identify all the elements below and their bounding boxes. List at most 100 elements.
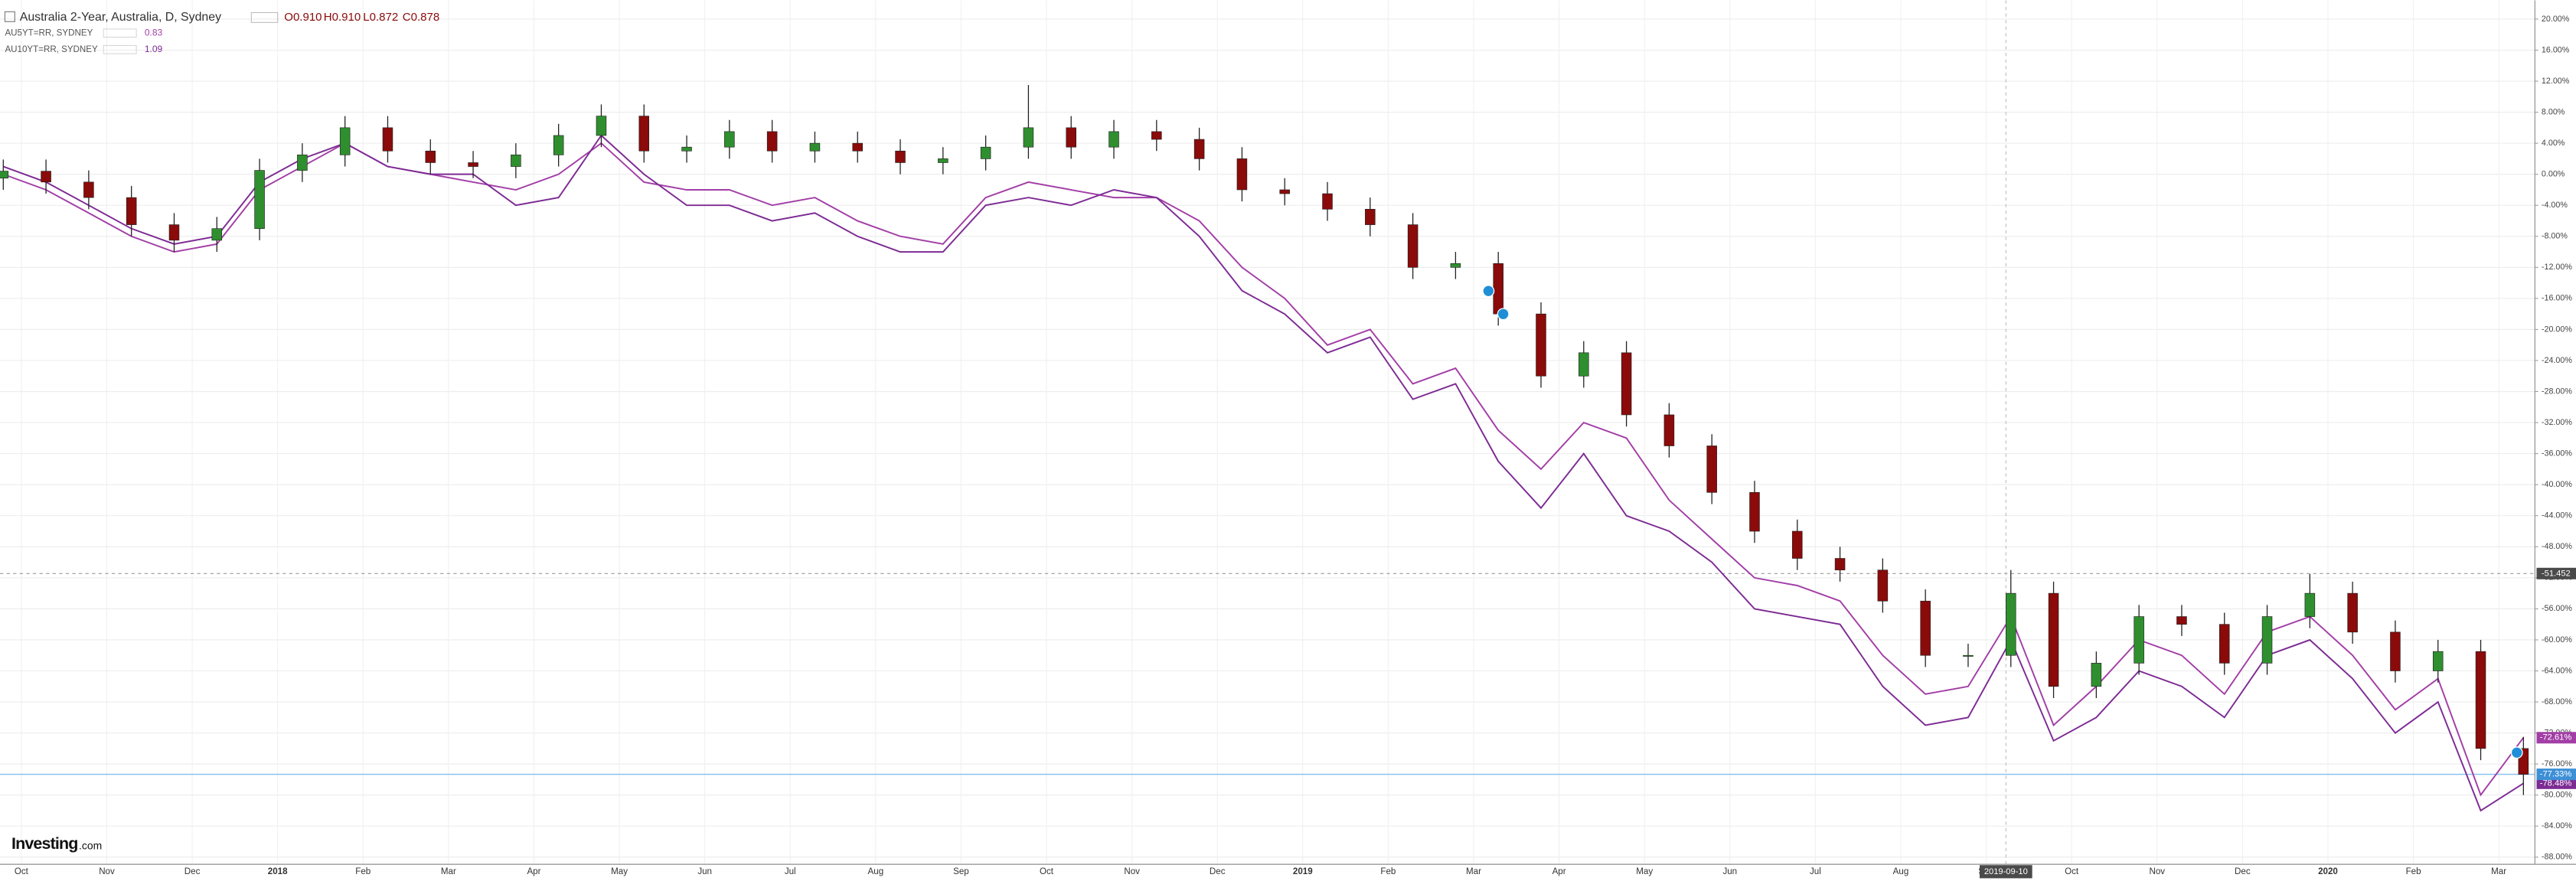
- candle-body: [1066, 127, 1076, 148]
- x-tick-label: Mar: [2491, 867, 2506, 876]
- candle-body: [1236, 158, 1248, 191]
- candle-body: [1493, 263, 1503, 315]
- candle-body: [511, 155, 521, 167]
- y-tick-label: -48.00%: [2542, 542, 2572, 551]
- x-tick-label: Apr: [1552, 867, 1566, 876]
- candle-body: [809, 142, 821, 152]
- candle-body: [254, 170, 265, 229]
- candle-body: [297, 155, 308, 171]
- logo-suffix: .com: [79, 839, 102, 851]
- crosshair-y-label: -51.452: [2542, 569, 2571, 578]
- crosshair-x-label-bg: [1979, 865, 2032, 879]
- candle-body: [1279, 189, 1290, 194]
- candle-body: [1450, 263, 1461, 268]
- y-tick-label: -44.00%: [2542, 511, 2572, 520]
- legend-icons[interactable]: [103, 28, 137, 38]
- candle-body: [681, 146, 692, 152]
- y-tick-label: 0.00%: [2542, 170, 2565, 179]
- x-tick-label: Apr: [527, 867, 540, 876]
- x-tick-label: 2018: [268, 867, 288, 876]
- y-tick-label: -8.00%: [2542, 232, 2568, 241]
- candle-body: [895, 150, 906, 163]
- y-tick-label: 12.00%: [2542, 77, 2570, 86]
- candle-body: [553, 135, 564, 155]
- legend-value: 1.09: [145, 44, 163, 54]
- axes: 20.00% 16.00% 12.00% 8.00% 4.00% 0.00% -4.00% -…: [15, 15, 2576, 879]
- x-tick-label: Nov: [99, 867, 115, 876]
- candle-body: [766, 131, 778, 152]
- candle-body: [468, 162, 478, 167]
- x-tick-label: Oct: [15, 867, 29, 876]
- x-tick-label: Oct: [2065, 867, 2079, 876]
- candle-body: [1322, 193, 1333, 210]
- candle-body: [596, 116, 607, 136]
- x-tick-label: Feb: [355, 867, 371, 876]
- ohlc-close: C0.878: [403, 11, 439, 24]
- candle-body: [2432, 651, 2444, 671]
- legend-name: AU5YT=RR, SYDNEY: [5, 28, 93, 38]
- candle-body: [2261, 616, 2273, 664]
- y-tick-label: -20.00%: [2542, 325, 2572, 334]
- candle-body: [2176, 616, 2187, 625]
- crosshair-x-label: 2019-09-10: [1984, 867, 2028, 876]
- collapse-icon[interactable]: [4, 11, 15, 22]
- candle-body: [2347, 592, 2358, 633]
- x-tick-label: Mar: [441, 867, 456, 876]
- y-tick-label: -56.00%: [2542, 604, 2572, 613]
- candle-body: [339, 127, 351, 155]
- chart-title: Australia 2-Year, Australia, D, Sydney: [20, 11, 221, 24]
- legend-icons[interactable]: [103, 44, 137, 54]
- candle-body: [1536, 313, 1546, 377]
- event-marker[interactable]: [2510, 746, 2523, 759]
- candle-body: [83, 181, 94, 198]
- candle-body: [2475, 651, 2486, 749]
- value-badge-bg: [2536, 768, 2576, 781]
- x-tick-label: Mar: [1466, 867, 1481, 876]
- y-tick-label: -60.00%: [2542, 635, 2572, 644]
- candle-body: [1963, 654, 1974, 657]
- x-tick-label: Jul: [1810, 867, 1821, 876]
- event-marker[interactable]: [1497, 308, 1510, 321]
- y-tick-label: -40.00%: [2542, 480, 2572, 489]
- y-tick-label: -64.00%: [2542, 666, 2572, 675]
- candle-body: [1663, 414, 1675, 446]
- candle-body: [938, 158, 948, 163]
- candle-body: [1579, 352, 1589, 377]
- candle-body: [1749, 492, 1760, 532]
- candle-body: [2304, 592, 2316, 617]
- x-tick-label: Nov: [1124, 867, 1140, 876]
- candle-body: [2091, 663, 2102, 687]
- candle-body: [852, 142, 863, 152]
- x-tick-label: May: [611, 867, 628, 876]
- candle-body: [425, 150, 436, 163]
- x-tick-label: Jun: [1722, 867, 1737, 876]
- y-tick-label: -76.00%: [2542, 759, 2572, 768]
- y-tick-label: -32.00%: [2542, 418, 2572, 427]
- y-tick-label: -12.00%: [2542, 263, 2572, 272]
- plot: [0, 0, 2535, 865]
- y-tick-label: -68.00%: [2542, 697, 2572, 706]
- candle-body: [1706, 445, 1717, 493]
- x-tick-label: 2019: [1293, 867, 1313, 876]
- candle-body: [126, 197, 137, 225]
- candle-body: [1792, 530, 1803, 559]
- candle-body: [980, 146, 991, 159]
- y-axis-panel: [2535, 0, 2576, 881]
- x-tick-label: Aug: [868, 867, 884, 876]
- event-marker[interactable]: [1482, 285, 1495, 298]
- candle-body: [638, 116, 650, 152]
- grid: [0, 0, 2535, 865]
- candle-body: [1151, 131, 1162, 140]
- settings-icons[interactable]: [250, 11, 279, 23]
- value-badge: -72.61%: [2540, 733, 2572, 742]
- candle-body: [2134, 616, 2144, 664]
- y-tick-label: 20.00%: [2542, 15, 2570, 24]
- candle-body: [2390, 631, 2401, 671]
- candle-body: [724, 131, 735, 148]
- y-tick-label: -36.00%: [2542, 449, 2572, 458]
- candle-body: [1108, 131, 1119, 148]
- candle-body: [1365, 208, 1376, 225]
- x-tick-label: Oct: [1040, 867, 1054, 876]
